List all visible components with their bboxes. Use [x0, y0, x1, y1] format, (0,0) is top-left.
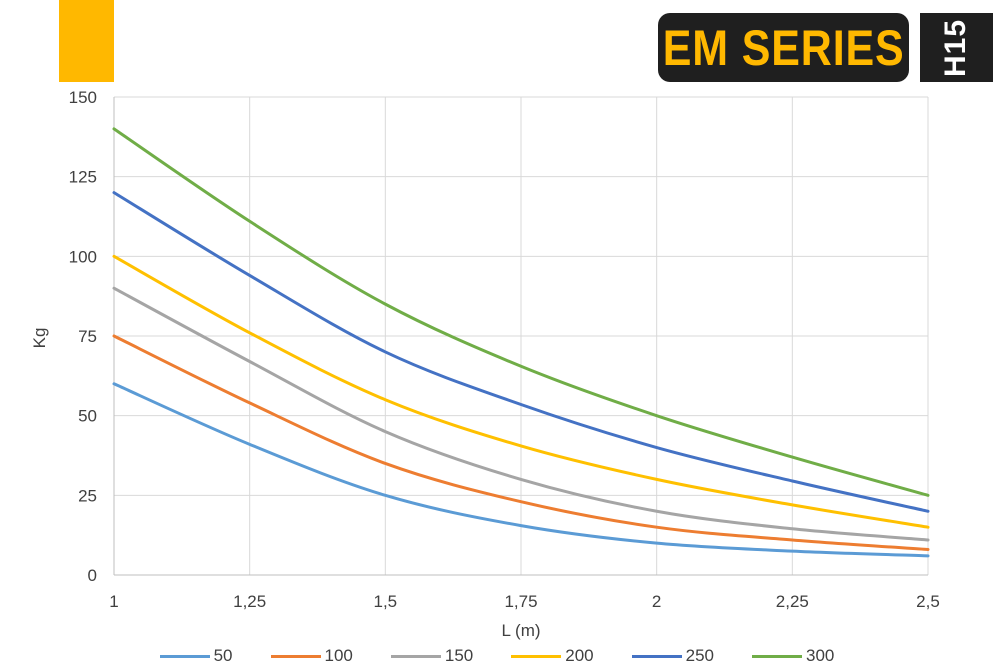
legend-item: 50 [159, 646, 233, 666]
legend-label: 250 [685, 646, 715, 665]
y-tick-label: 100 [69, 247, 97, 266]
legend-swatch [752, 654, 803, 658]
accent-bar [59, 0, 114, 82]
legend-item: 200 [511, 646, 594, 666]
series-line-200 [112, 254, 930, 529]
x-tick-label: 1,75 [504, 592, 537, 611]
line-chart: 0 25 50 75 100 125 150 1 1,25 1,5 1,75 2 2,25 2,5 L (m… [30, 88, 940, 640]
series-line-250 [112, 191, 930, 513]
y-tick-label: 50 [78, 407, 97, 426]
legend-item: 300 [752, 646, 834, 666]
y-tick-label: 75 [78, 327, 97, 346]
legend-swatch [631, 654, 682, 658]
y-axis-title: Kg [30, 328, 49, 349]
legend-item: 150 [390, 646, 474, 666]
x-tick-label: 2 [652, 592, 661, 611]
series-line-50 [112, 382, 930, 558]
legend-label: 200 [565, 646, 594, 665]
y-tick-label: 125 [69, 168, 97, 187]
legend-label: 150 [444, 646, 474, 665]
legend-swatch [159, 654, 210, 658]
brand-badge: EM SERIES [658, 13, 909, 82]
brand-logo: H15 [920, 13, 993, 82]
legend-label: 300 [806, 646, 835, 665]
legend-swatch [511, 654, 562, 658]
x-axis-title: L (m) [501, 621, 540, 640]
legend-item: 100 [270, 646, 353, 666]
legend-swatch [390, 654, 441, 658]
series-line-100 [112, 334, 930, 552]
chart-legend: 50 100 150 200 250 300 [0, 643, 994, 669]
x-tick-label: 1 [109, 592, 118, 611]
legend-label: 100 [324, 646, 353, 665]
x-tick-label: 2,5 [916, 592, 940, 611]
series-line-150 [112, 286, 930, 542]
series-line-300 [112, 127, 930, 497]
legend-swatch [270, 654, 321, 658]
x-tick-label: 1,5 [374, 592, 398, 611]
legend-label: 50 [213, 646, 233, 665]
x-tick-label: 1,25 [233, 592, 266, 611]
y-tick-label: 150 [69, 88, 97, 107]
y-tick-label: 25 [78, 486, 97, 505]
y-tick-label: 0 [88, 566, 97, 585]
x-tick-label: 2,25 [776, 592, 809, 611]
legend-item: 250 [631, 646, 715, 666]
brand-series-label: EM SERIES [662, 19, 905, 76]
